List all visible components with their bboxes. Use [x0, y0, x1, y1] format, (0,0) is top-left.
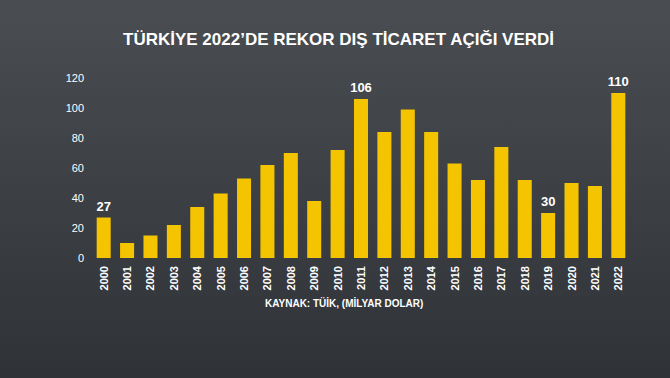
svg-text:TÜRKİYE 2022’DE REKOR DIŞ TİCA: TÜRKİYE 2022’DE REKOR DIŞ TİCARET AÇIĞI … [123, 30, 554, 49]
svg-text:80: 80 [72, 132, 84, 144]
svg-text:2014: 2014 [425, 265, 437, 290]
svg-text:2000: 2000 [98, 266, 110, 290]
svg-text:2010: 2010 [332, 266, 344, 290]
svg-text:2003: 2003 [168, 266, 180, 290]
svg-text:2012: 2012 [378, 266, 390, 290]
svg-text:2022: 2022 [612, 266, 624, 290]
svg-text:60: 60 [72, 162, 84, 174]
svg-text:110: 110 [608, 74, 629, 89]
svg-text:2020: 2020 [566, 266, 578, 290]
svg-text:2007: 2007 [261, 266, 273, 290]
svg-text:2005: 2005 [215, 266, 227, 290]
svg-text:20: 20 [72, 222, 84, 234]
svg-text:2009: 2009 [308, 266, 320, 290]
svg-text:30: 30 [541, 194, 555, 209]
svg-text:2019: 2019 [542, 266, 554, 290]
svg-text:KAYNAK: TÜİK, (MİLYAR DOLAR): KAYNAK: TÜİK, (MİLYAR DOLAR) [265, 297, 423, 309]
svg-text:40: 40 [72, 192, 84, 204]
svg-text:2006: 2006 [238, 266, 250, 290]
svg-text:2001: 2001 [121, 266, 133, 290]
svg-text:27: 27 [96, 199, 110, 214]
svg-text:2008: 2008 [285, 266, 297, 290]
svg-text:106: 106 [350, 80, 372, 95]
svg-text:2017: 2017 [495, 266, 507, 290]
svg-text:100: 100 [66, 102, 84, 114]
svg-text:0: 0 [78, 252, 84, 264]
svg-text:2011: 2011 [355, 266, 367, 290]
svg-text:2015: 2015 [449, 266, 461, 290]
svg-text:2018: 2018 [519, 266, 531, 290]
svg-text:2016: 2016 [472, 266, 484, 290]
svg-text:2021: 2021 [589, 266, 601, 290]
svg-text:2013: 2013 [402, 266, 414, 290]
svg-text:120: 120 [66, 72, 84, 84]
svg-text:2002: 2002 [144, 266, 156, 290]
svg-text:2004: 2004 [191, 265, 203, 290]
